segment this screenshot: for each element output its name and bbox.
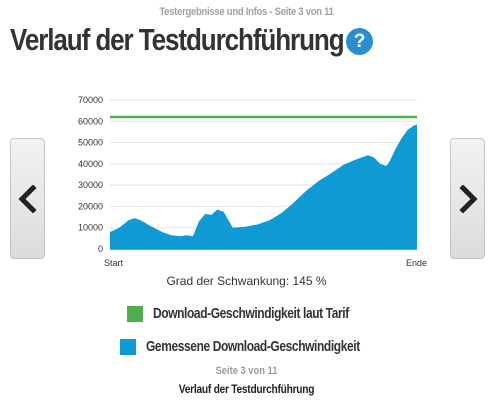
speed-chart: 0 10000 20000 30000 40000 50000 60000 70000 Star… [78,95,427,268]
chevron-right-icon [459,185,478,213]
y-tick-label: 60000 [78,116,103,126]
page-title: Verlauf der Testdurchführung [10,22,345,57]
y-tick-label: 50000 [78,138,103,148]
x-tick-label-end: Ende [406,258,427,268]
next-page-button[interactable] [450,138,485,259]
help-icon[interactable]: ? [346,28,373,55]
y-tick-label: 20000 [78,201,103,211]
legend-swatch-tariff [127,306,143,322]
page-caption: Testergebnisse und Infos - Seite 3 von 1… [159,6,334,18]
y-tick-label: 70000 [78,95,103,105]
measured-speed-area [110,124,417,249]
legend-label-tariff: Download-Geschwindigkeit laut Tarif [153,305,349,322]
y-tick-label: 30000 [78,180,103,190]
y-tick-label: 10000 [78,223,103,233]
previous-page-button[interactable] [10,138,45,259]
legend-label-measured: Gemessene Download-Geschwindigkeit [146,338,360,355]
chevron-left-icon [18,185,37,213]
footer-title: Verlauf der Testdurchführung [178,382,315,396]
x-tick-label-start: Start [104,258,124,268]
y-tick-label: 40000 [78,159,103,169]
legend-swatch-measured [120,339,136,355]
y-tick-label: 0 [98,244,103,254]
variation-text: Grad der Schwankung: 145 % [166,274,327,288]
footer-page-number: Seite 3 von 11 [215,365,278,377]
